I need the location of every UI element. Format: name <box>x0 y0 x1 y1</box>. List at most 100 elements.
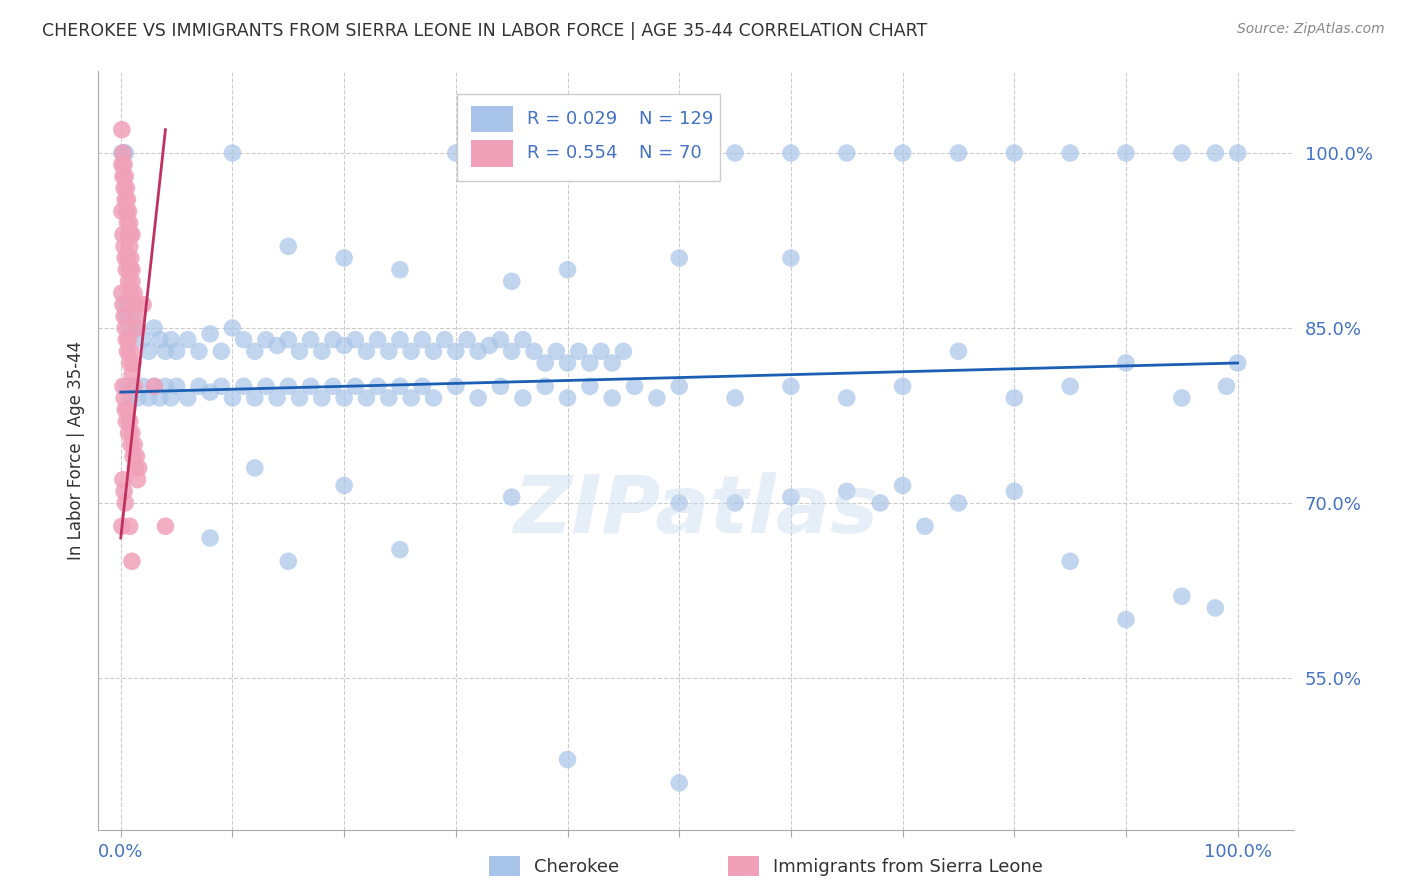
Point <box>288 391 311 405</box>
Point <box>117 251 139 265</box>
Point <box>512 391 534 405</box>
Point <box>388 262 411 277</box>
Point <box>501 274 523 288</box>
Point <box>277 333 299 347</box>
Point <box>277 554 299 568</box>
Point <box>117 402 139 417</box>
Point <box>277 239 299 253</box>
Point <box>266 391 288 405</box>
Point <box>117 216 139 230</box>
Text: Source: ZipAtlas.com: Source: ZipAtlas.com <box>1237 22 1385 37</box>
Point <box>277 379 299 393</box>
Point <box>112 181 135 195</box>
Point <box>117 321 139 335</box>
Point <box>356 344 378 359</box>
Point <box>120 227 142 242</box>
Point <box>198 531 221 545</box>
Point <box>132 379 155 393</box>
Point <box>118 356 141 370</box>
Point <box>117 344 139 359</box>
Point <box>456 333 478 347</box>
Point <box>121 368 143 382</box>
Text: ZIPatlas: ZIPatlas <box>513 472 879 550</box>
Point <box>557 356 579 370</box>
Point <box>149 333 172 347</box>
Point <box>115 310 138 324</box>
Point <box>780 490 803 504</box>
Point <box>869 496 891 510</box>
Point <box>112 158 135 172</box>
Point <box>115 181 138 195</box>
Bar <box>489 856 520 876</box>
Point <box>115 204 138 219</box>
Point <box>399 344 422 359</box>
Point <box>111 146 134 161</box>
Point <box>724 496 747 510</box>
FancyBboxPatch shape <box>471 140 513 167</box>
Point <box>333 391 356 405</box>
Point <box>187 379 209 393</box>
Point <box>388 379 411 393</box>
Point <box>114 496 136 510</box>
Point <box>166 379 188 393</box>
Point <box>112 484 135 499</box>
Point <box>117 274 139 288</box>
Point <box>322 379 344 393</box>
Point <box>115 333 138 347</box>
Point <box>311 391 333 405</box>
Point <box>112 310 135 324</box>
FancyBboxPatch shape <box>471 106 513 132</box>
Point <box>114 146 136 161</box>
Point <box>422 344 444 359</box>
Point <box>1215 379 1237 393</box>
Point <box>444 146 467 161</box>
Point <box>600 391 623 405</box>
Point <box>501 344 523 359</box>
Point <box>411 333 433 347</box>
Point <box>612 146 634 161</box>
Point <box>891 379 914 393</box>
Point <box>1059 146 1081 161</box>
Y-axis label: In Labor Force | Age 35-44: In Labor Force | Age 35-44 <box>66 341 84 560</box>
Point <box>111 169 134 184</box>
Point <box>254 379 277 393</box>
Point <box>132 333 155 347</box>
Point <box>122 437 145 451</box>
Point <box>121 310 143 324</box>
Point <box>124 461 146 475</box>
Point <box>111 158 134 172</box>
Point <box>1059 379 1081 393</box>
Point <box>198 385 221 400</box>
Point <box>121 274 143 288</box>
Point <box>724 391 747 405</box>
Point <box>132 298 155 312</box>
Point <box>114 402 136 417</box>
Point <box>143 379 166 393</box>
Point <box>388 333 411 347</box>
Point <box>467 391 489 405</box>
Point <box>546 344 568 359</box>
Text: N = 70: N = 70 <box>638 145 702 162</box>
Point <box>333 478 356 492</box>
Point <box>780 379 803 393</box>
Point <box>322 333 344 347</box>
Point <box>120 285 142 300</box>
Point <box>668 379 690 393</box>
Point <box>1115 613 1137 627</box>
Point <box>668 146 690 161</box>
Point <box>534 379 557 393</box>
Point <box>121 227 143 242</box>
Point <box>118 414 141 428</box>
Point <box>835 391 858 405</box>
Point <box>232 333 254 347</box>
Point <box>120 344 142 359</box>
Point <box>138 391 160 405</box>
Point <box>489 379 512 393</box>
Point <box>388 542 411 557</box>
Point <box>1226 146 1249 161</box>
Point <box>111 122 134 136</box>
Point <box>600 356 623 370</box>
Point <box>125 450 148 464</box>
Point <box>378 344 401 359</box>
Point <box>127 391 149 405</box>
